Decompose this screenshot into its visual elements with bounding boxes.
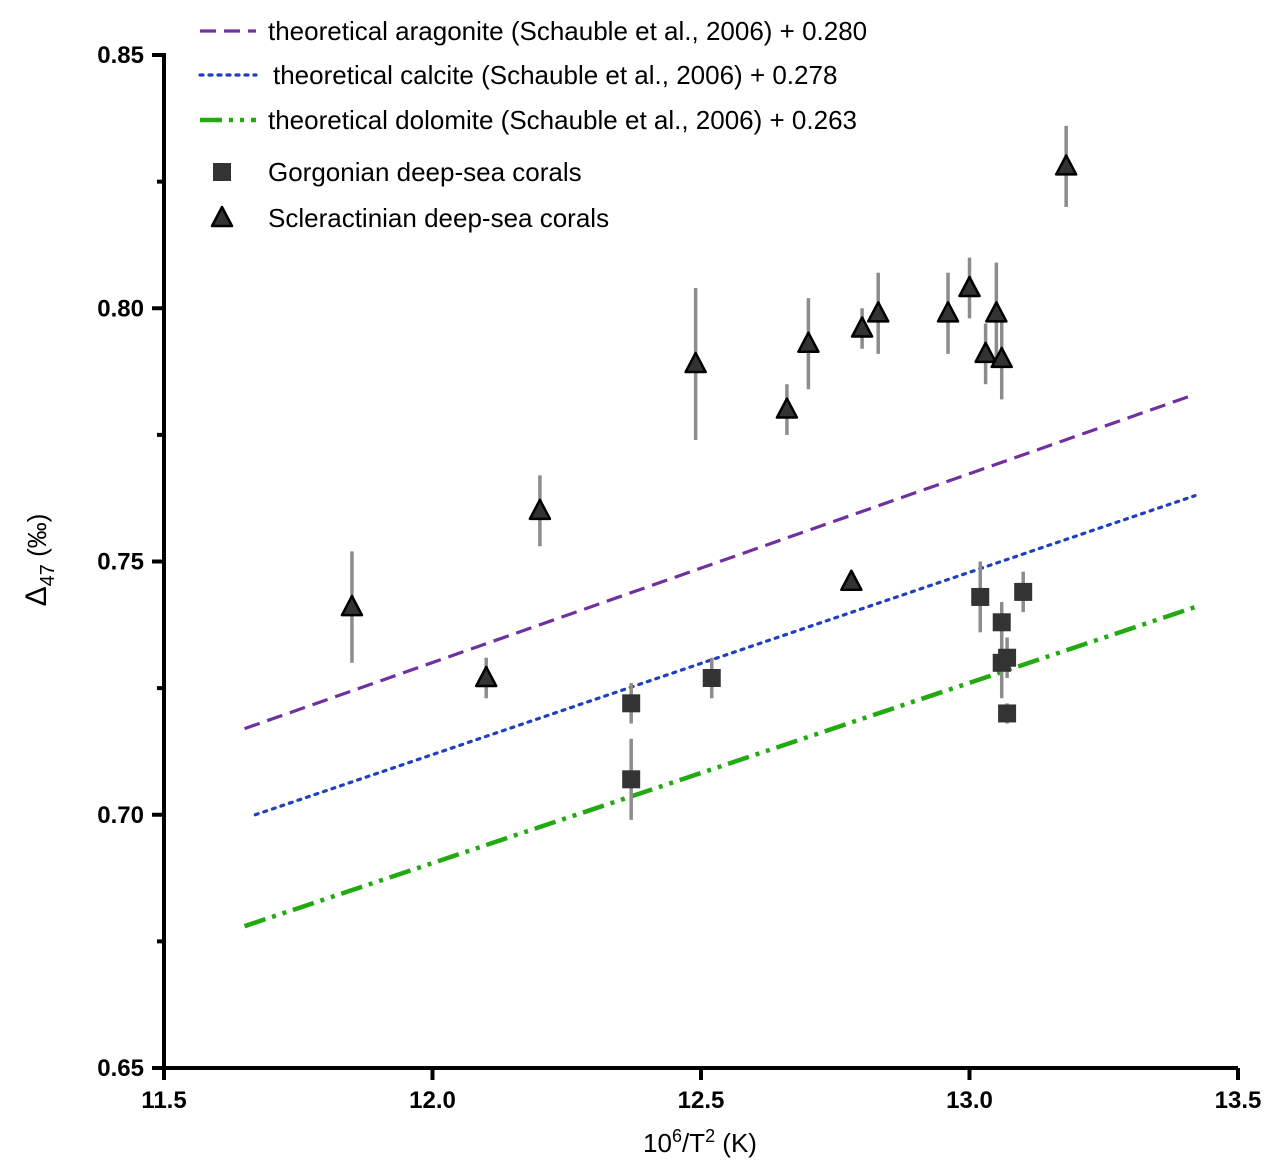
legend-triangle-marker [210,205,234,228]
axes: 0.65 0.70 0.75 0.80 0.85 11.5 12.0 12.5 13.0 13.5 [97,42,1261,1114]
gorgonian-point-6 [998,648,1017,667]
x-tick-label-3: 13.0 [946,1087,993,1114]
scleractinian-point-1 [474,665,498,688]
x-tick-label-2: 12.5 [678,1087,725,1114]
y-tick-label-1: 0.70 [97,802,144,829]
gorgonian-point-7 [998,704,1017,723]
scleractinian-point-5 [797,331,820,353]
scleractinian-point-3 [684,351,707,374]
scleractinian-point-7 [850,316,874,338]
scleractinian-point-0 [340,594,364,617]
data-markers [340,154,1078,789]
x-axis-title: 106/T2 (K) [643,1126,757,1158]
scleractinian-point-11 [974,341,997,364]
theory-lines [243,392,1197,929]
legend-label-2: theoretical dolomite (Schauble et al., 2… [268,105,857,135]
legend: theoretical aragonite (Schauble et al., … [198,16,867,233]
gorgonian-point-1 [622,770,641,789]
scleractinian-point-8 [866,301,890,323]
scleractinian-point-4 [775,397,799,419]
gorgonian-point-3 [971,587,990,606]
gorgonian-point-8 [1014,582,1033,601]
scleractinian-point-9 [936,301,960,323]
scleractinian-point-2 [528,498,552,521]
x-tick-label-1: 12.0 [409,1087,456,1114]
scleractinian-point-12 [985,301,1008,323]
theory-line-1 [253,494,1197,817]
y-tick-label-2: 0.75 [97,549,144,576]
y-tick-label-3: 0.80 [97,295,144,322]
gorgonian-point-2 [702,668,721,687]
scleractinian-point-14 [1054,154,1078,176]
gorgonian-point-4 [992,613,1011,632]
x-tick-label-0: 11.5 [141,1087,186,1114]
y-tick-label-4: 0.85 [97,42,144,69]
scleractinian-point-10 [958,275,981,298]
legend-square-marker [213,163,231,181]
x-tick-label-4: 13.5 [1215,1087,1262,1114]
y-tick-label-0: 0.65 [97,1055,144,1082]
scleractinian-point-13 [990,346,1013,369]
legend-series-label-1: Scleractinian deep-sea corals [268,203,609,233]
legend-series-label-0: Gorgonian deep-sea corals [268,157,582,187]
y-axis-title: Δ47 (‰) [20,514,59,607]
gorgonian-point-0 [622,694,641,713]
legend-label-0: theoretical aragonite (Schauble et al., … [268,16,867,46]
scleractinian-point-6 [840,569,863,592]
legend-label-1: theoretical calcite (Schauble et al., 20… [273,60,837,90]
theory-line-2 [243,604,1196,929]
